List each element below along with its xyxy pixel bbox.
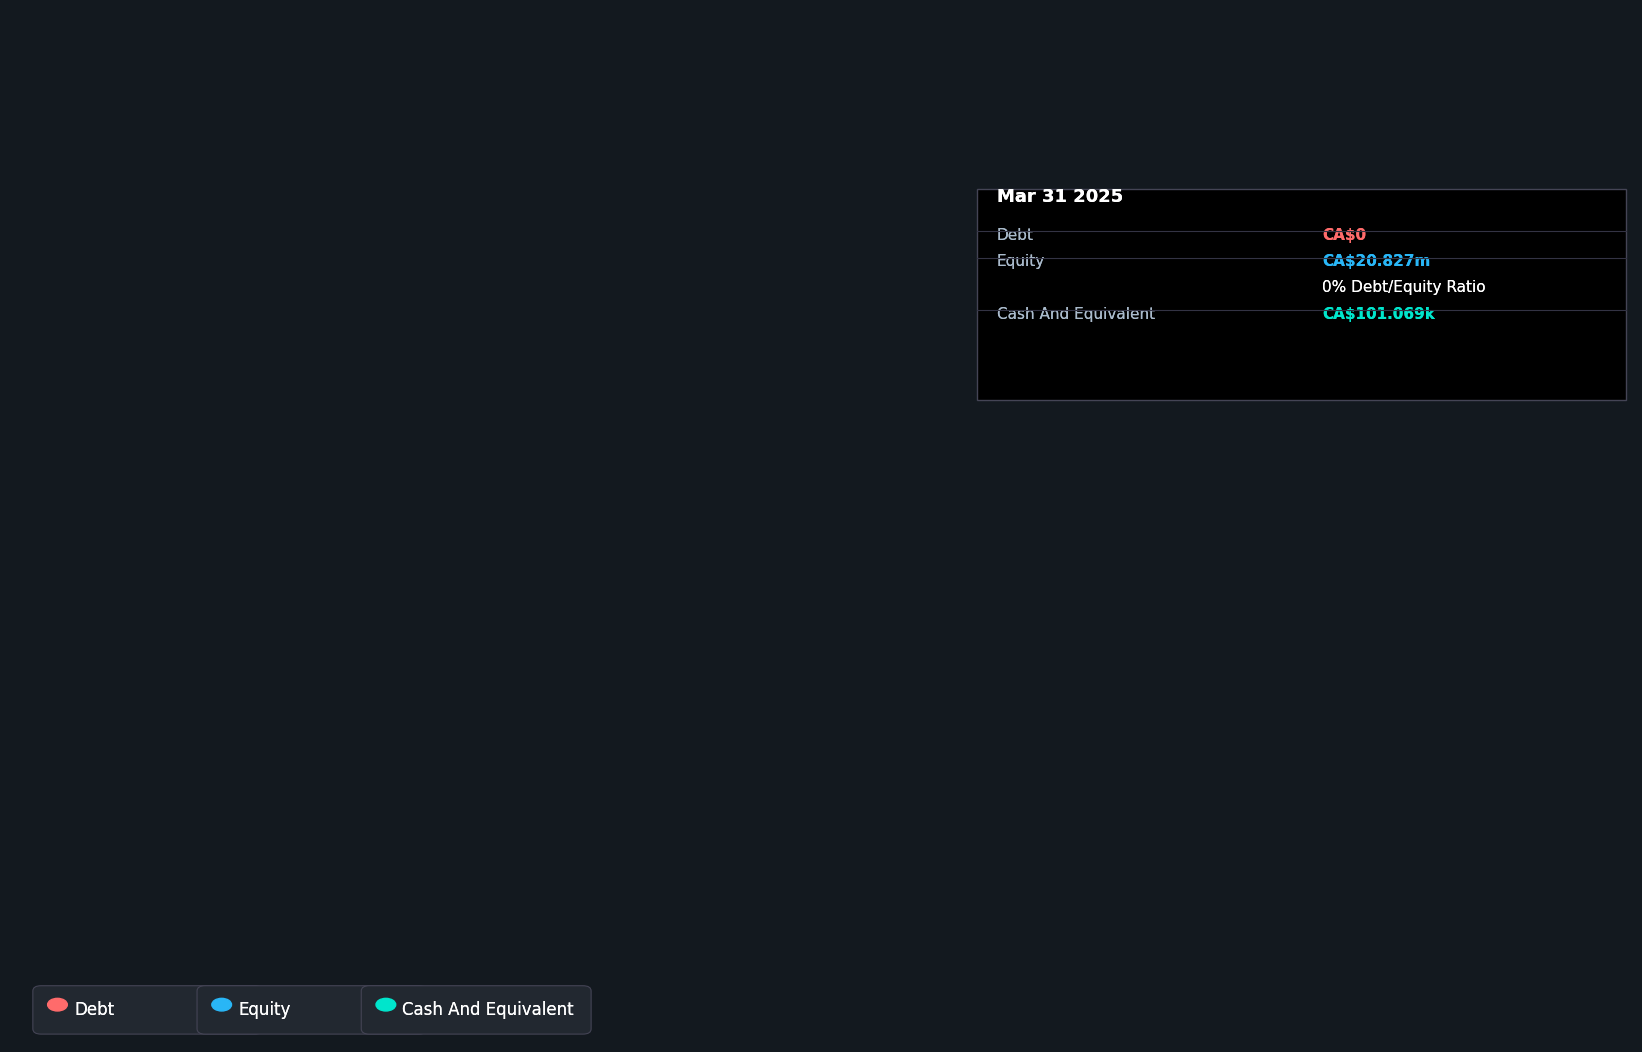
Text: CA$0: CA$0: [39, 885, 84, 903]
Text: CA$101.069k: CA$101.069k: [1322, 307, 1435, 322]
Text: Debt: Debt: [74, 1000, 113, 1019]
Text: CA$0: CA$0: [1322, 228, 1366, 243]
Text: CA$35m: CA$35m: [13, 128, 84, 146]
Text: Mar 31 2025: Mar 31 2025: [997, 188, 1123, 206]
Text: Debt: Debt: [997, 228, 1034, 243]
Text: Equity: Equity: [997, 255, 1044, 269]
Text: Cash And Equivalent: Cash And Equivalent: [402, 1000, 575, 1019]
Text: Cash And Equivalent: Cash And Equivalent: [997, 307, 1154, 322]
Text: CA$20.827m: CA$20.827m: [1322, 255, 1430, 269]
Text: Equity: Equity: [238, 1000, 291, 1019]
Text: 0% Debt/Equity Ratio: 0% Debt/Equity Ratio: [1322, 281, 1486, 296]
